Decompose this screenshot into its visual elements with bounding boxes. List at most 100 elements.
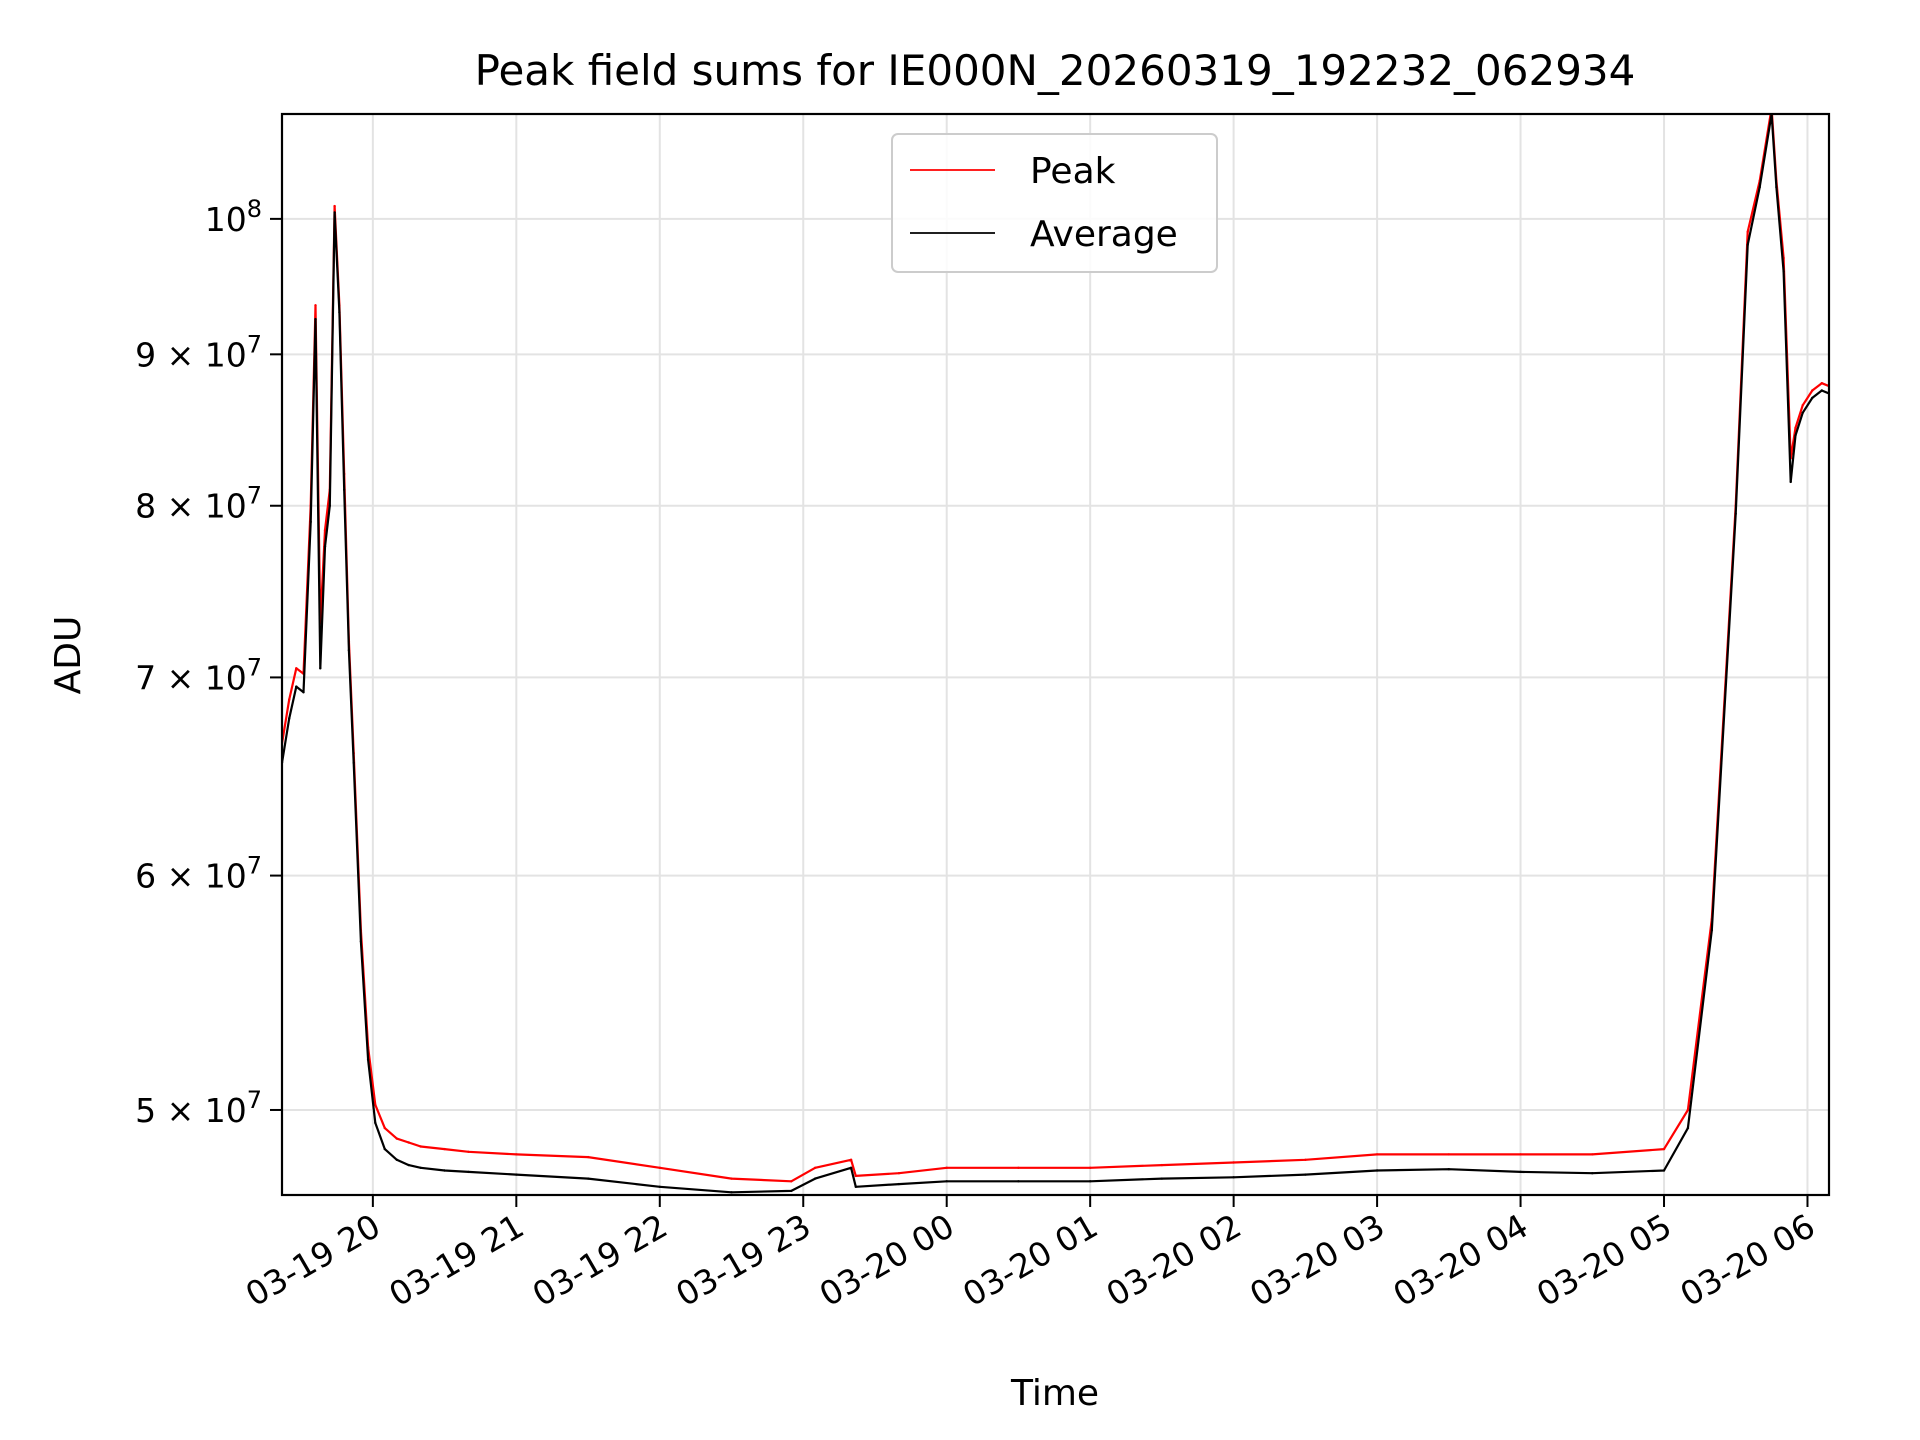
data-point-peak bbox=[945, 1166, 948, 1170]
data-point-peak bbox=[897, 1172, 901, 1175]
data-point-average bbox=[359, 940, 363, 943]
grid-lines bbox=[282, 114, 1829, 1195]
data-point-average bbox=[1662, 1169, 1666, 1172]
data-point-peak bbox=[1160, 1163, 1164, 1167]
data-point-peak bbox=[295, 667, 298, 670]
data-point-average bbox=[730, 1191, 733, 1194]
chart-title: Peak field sums for IE000N_20260319_1922… bbox=[475, 46, 1636, 95]
data-point-peak bbox=[1662, 1147, 1666, 1151]
y-tick-label: 7 × 107 bbox=[135, 653, 262, 697]
data-point-peak bbox=[586, 1155, 590, 1159]
data-point-average bbox=[419, 1166, 422, 1170]
data-point-average bbox=[1794, 434, 1797, 437]
data-point-peak bbox=[1447, 1153, 1451, 1156]
data-point-average bbox=[1160, 1177, 1164, 1180]
data-point-average bbox=[302, 691, 305, 694]
y-axis-label: ADU bbox=[48, 616, 89, 695]
data-point-peak bbox=[1801, 404, 1804, 407]
data-point-peak bbox=[1811, 389, 1814, 392]
data-point-peak bbox=[288, 698, 291, 701]
data-point-average bbox=[338, 311, 341, 314]
data-point-peak bbox=[1820, 382, 1824, 385]
data-point-average bbox=[395, 1158, 398, 1162]
data-point-average bbox=[790, 1189, 793, 1193]
data-point-peak bbox=[1304, 1158, 1307, 1162]
y-tick-label: 8 × 107 bbox=[135, 482, 262, 526]
data-point-average bbox=[1447, 1168, 1451, 1171]
data-point-peak bbox=[333, 204, 336, 208]
data-point-peak bbox=[467, 1150, 470, 1154]
data-point-average bbox=[1519, 1170, 1522, 1174]
data-point-average bbox=[407, 1163, 410, 1167]
data-point-peak bbox=[1519, 1153, 1522, 1156]
data-point-average bbox=[352, 761, 355, 764]
data-point-average bbox=[1710, 929, 1714, 932]
data-point-peak bbox=[658, 1166, 661, 1170]
data-point-peak bbox=[1089, 1166, 1092, 1170]
data-point-average bbox=[658, 1185, 661, 1189]
data-point-peak bbox=[1375, 1153, 1379, 1156]
y-tick-label: 5 × 107 bbox=[135, 1086, 262, 1130]
data-point-average bbox=[1591, 1172, 1594, 1175]
data-point-average bbox=[1304, 1173, 1307, 1176]
legend-label-average: Average bbox=[1030, 214, 1178, 255]
data-point-average bbox=[1232, 1176, 1235, 1179]
data-point-peak bbox=[383, 1126, 386, 1130]
data-point-peak bbox=[854, 1174, 857, 1178]
data-point-average bbox=[374, 1121, 377, 1125]
data-point-average bbox=[1089, 1180, 1092, 1183]
data-point-average bbox=[295, 685, 298, 688]
data-point-average bbox=[443, 1169, 446, 1172]
data-point-average bbox=[383, 1147, 386, 1151]
data-point-peak bbox=[395, 1137, 398, 1140]
data-point-average bbox=[343, 488, 346, 491]
data-point-peak bbox=[790, 1180, 793, 1183]
data-point-peak bbox=[1746, 230, 1749, 233]
data-point-average bbox=[1789, 480, 1792, 484]
data-point-peak bbox=[515, 1153, 518, 1156]
data-point-average bbox=[323, 545, 327, 548]
data-point-average bbox=[586, 1177, 590, 1180]
data-point-average bbox=[366, 1058, 370, 1061]
data-point-peak bbox=[814, 1166, 817, 1170]
x-axis-label: Time bbox=[1010, 1373, 1099, 1414]
y-axis-ticks: 5 × 107 6 × 107 7 × 107 8 × 107 9 × 107 108 bbox=[135, 195, 282, 1130]
data-point-peak bbox=[314, 304, 317, 307]
data-point-average bbox=[854, 1185, 857, 1189]
data-point-average bbox=[945, 1180, 948, 1183]
legend: Peak Average bbox=[891, 133, 1218, 273]
data-point-average bbox=[328, 504, 331, 507]
data-point-average bbox=[309, 520, 312, 524]
plot-series bbox=[282, 114, 1829, 1194]
y-tick-label: 108 bbox=[205, 195, 262, 239]
data-point-peak bbox=[1794, 426, 1797, 429]
data-point-peak bbox=[374, 1103, 377, 1107]
data-point-average bbox=[1017, 1180, 1020, 1183]
y-tick-label: 9 × 107 bbox=[135, 330, 262, 374]
data-point-average bbox=[1782, 270, 1785, 273]
data-point-average bbox=[314, 317, 317, 321]
data-point-average bbox=[1775, 185, 1778, 189]
data-point-average bbox=[1758, 185, 1761, 189]
data-point-average bbox=[1746, 243, 1749, 246]
legend-label-peak: Peak bbox=[1030, 151, 1116, 192]
data-point-average bbox=[1811, 396, 1814, 400]
data-point-peak bbox=[730, 1177, 733, 1180]
legend-box bbox=[891, 133, 1218, 273]
data-point-peak bbox=[1017, 1166, 1020, 1170]
data-point-average bbox=[515, 1173, 518, 1176]
data-point-peak bbox=[323, 528, 327, 532]
data-point-peak bbox=[443, 1147, 446, 1151]
data-point-average bbox=[1820, 389, 1824, 392]
data-point-peak bbox=[419, 1145, 422, 1148]
data-point-average bbox=[347, 649, 351, 652]
data-point-average bbox=[897, 1182, 901, 1186]
data-point-peak bbox=[1686, 1108, 1690, 1112]
data-point-peak bbox=[849, 1158, 853, 1162]
data-point-average bbox=[849, 1166, 853, 1170]
data-point-peak bbox=[407, 1141, 410, 1144]
data-point-average bbox=[319, 667, 322, 670]
plot-frame bbox=[280, 112, 1831, 1197]
data-point-average bbox=[1801, 411, 1804, 414]
